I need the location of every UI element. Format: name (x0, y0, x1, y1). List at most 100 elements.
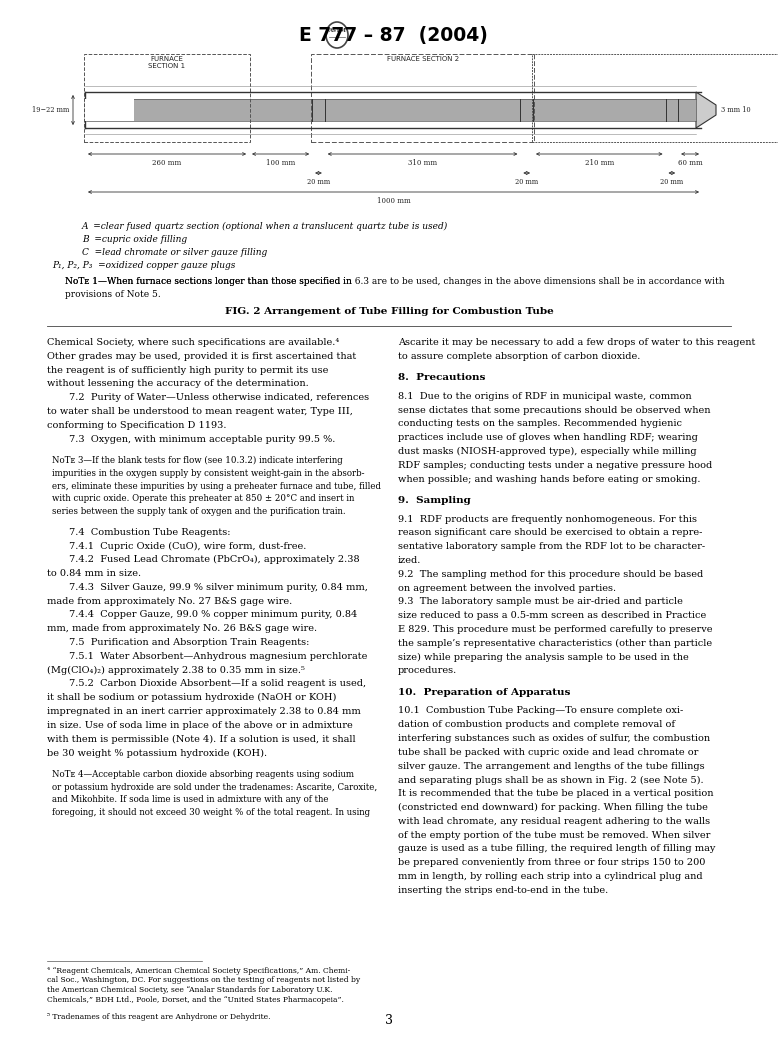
Text: series between the supply tank of oxygen and the purification train.: series between the supply tank of oxygen… (52, 507, 345, 516)
Text: 7.5  Purification and Absorption Train Reagents:: 7.5 Purification and Absorption Train Re… (69, 638, 310, 646)
Text: 20 mm: 20 mm (515, 178, 538, 186)
Text: when possible; and washing hands before eating or smoking.: when possible; and washing hands before … (398, 475, 700, 484)
Text: inserting the strips end-to-end in the tube.: inserting the strips end-to-end in the t… (398, 886, 608, 895)
Text: size) while preparing the analysis sample to be used in the: size) while preparing the analysis sampl… (398, 653, 689, 662)
Text: 7.4.1  Cupric Oxide (CuO), wire form, dust-free.: 7.4.1 Cupric Oxide (CuO), wire form, dus… (69, 541, 307, 551)
Text: the American Chemical Society, see “Analar Standards for Laboratory U.K.: the American Chemical Society, see “Anal… (47, 986, 332, 994)
Text: gauze is used as a tube filling, the required length of filling may: gauze is used as a tube filling, the req… (398, 844, 716, 854)
Text: and Mikohbite. If soda lime is used in admixture with any of the: and Mikohbite. If soda lime is used in a… (52, 795, 328, 805)
Text: to 0.84 mm in size.: to 0.84 mm in size. (47, 569, 141, 578)
Text: 20 mm: 20 mm (661, 178, 683, 186)
Text: dation of combustion products and complete removal of: dation of combustion products and comple… (398, 720, 675, 730)
Text: C  =lead chromate or silver gauze filling: C =lead chromate or silver gauze filling (82, 248, 268, 257)
Text: 9.  Sampling: 9. Sampling (398, 496, 471, 505)
Text: (constricted end downward) for packing. When filling the tube: (constricted end downward) for packing. … (398, 803, 708, 812)
Text: 210 mm: 210 mm (584, 159, 614, 168)
Bar (84, 54, 250, 142)
Text: conforming to Specification D 1193.: conforming to Specification D 1193. (47, 421, 226, 430)
Text: NᴏTᴇ 3—If the blank tests for flow (see 10.3.2) indicate interfering: NᴏTᴇ 3—If the blank tests for flow (see … (52, 456, 343, 465)
Text: to assure complete absorption of carbon dioxide.: to assure complete absorption of carbon … (398, 352, 640, 361)
Text: FURNACE SECTION 2: FURNACE SECTION 2 (387, 56, 459, 62)
Text: made from approximately No. 27 B&S gage wire.: made from approximately No. 27 B&S gage … (47, 596, 293, 606)
Text: 7.5.1  Water Absorbent—Anhydrous magnesium perchlorate: 7.5.1 Water Absorbent—Anhydrous magnesiu… (69, 652, 367, 661)
Text: 100 mm: 100 mm (266, 159, 295, 168)
Polygon shape (696, 92, 716, 128)
Text: 7.5.2  Carbon Dioxide Absorbent—If a solid reagent is used,: 7.5.2 Carbon Dioxide Absorbent—If a soli… (69, 680, 366, 688)
Text: 7.4.3  Silver Gauze, 99.9 % silver minimum purity, 0.84 mm,: 7.4.3 Silver Gauze, 99.9 % silver minimu… (69, 583, 368, 591)
Text: 10.1  Combustion Tube Packing—To ensure complete oxi-: 10.1 Combustion Tube Packing—To ensure c… (398, 707, 683, 715)
Text: in size. Use of soda lime in place of the above or in admixture: in size. Use of soda lime in place of th… (47, 720, 352, 730)
Text: 7.3  Oxygen, with minimum acceptable purity 99.5 %.: 7.3 Oxygen, with minimum acceptable puri… (69, 434, 335, 443)
Text: 3: 3 (385, 1015, 393, 1027)
Text: 9.1  RDF products are frequently nonhomogeneous. For this: 9.1 RDF products are frequently nonhomog… (398, 514, 697, 524)
Text: mm, made from approximately No. 26 B&S gage wire.: mm, made from approximately No. 26 B&S g… (47, 625, 317, 633)
Text: procedures.: procedures. (398, 666, 457, 676)
Text: 260 mm: 260 mm (152, 159, 181, 168)
Text: size reduced to pass a 0.5-mm screen as described in Practice: size reduced to pass a 0.5-mm screen as … (398, 611, 706, 620)
Text: of the empty portion of the tube must be removed. When silver: of the empty portion of the tube must be… (398, 831, 710, 840)
Text: impurities in the oxygen supply by consistent weight-gain in the absorb-: impurities in the oxygen supply by consi… (52, 468, 365, 478)
Bar (87, 99, 696, 121)
Text: the sample’s representative characteristics (other than particle: the sample’s representative characterist… (398, 639, 712, 648)
Text: 20 mm: 20 mm (307, 178, 330, 186)
Text: 60 mm: 60 mm (678, 159, 703, 168)
Text: Chemical Society, where such specifications are available.⁴: Chemical Society, where such specificati… (47, 338, 339, 347)
Text: be prepared conveniently from three or four strips 150 to 200: be prepared conveniently from three or f… (398, 858, 706, 867)
Text: E 777 – 87  (2004): E 777 – 87 (2004) (299, 25, 488, 45)
Text: practices include use of gloves when handling RDF; wearing: practices include use of gloves when han… (398, 433, 698, 442)
Text: tube shall be packed with cupric oxide and lead chromate or: tube shall be packed with cupric oxide a… (398, 747, 699, 757)
Text: conducting tests on the samples. Recommended hygienic: conducting tests on the samples. Recomme… (398, 420, 682, 429)
Text: be 30 weight % potassium hydroxide (KOH).: be 30 weight % potassium hydroxide (KOH)… (47, 748, 267, 758)
Text: foregoing, it should not exceed 30 weight % of the total reagent. In using: foregoing, it should not exceed 30 weigh… (52, 808, 370, 817)
Text: with them is permissible (Note 4). If a solution is used, it shall: with them is permissible (Note 4). If a … (47, 735, 356, 743)
Text: reason significant care should be exercised to obtain a repre-: reason significant care should be exerci… (398, 529, 703, 537)
Text: ASTM: ASTM (328, 28, 346, 33)
Text: 3 mm 10: 3 mm 10 (721, 106, 751, 115)
Bar (85, 99, 135, 121)
Bar (311, 54, 534, 142)
Text: 7.4.4  Copper Gauze, 99.0 % copper minimum purity, 0.84: 7.4.4 Copper Gauze, 99.0 % copper minimu… (69, 610, 357, 619)
Text: B  =cupric oxide filling: B =cupric oxide filling (82, 235, 187, 244)
Text: 310 mm: 310 mm (408, 159, 437, 168)
Text: with lead chromate, any residual reagent adhering to the walls: with lead chromate, any residual reagent… (398, 817, 710, 826)
Text: E 829. This procedure must be performed carefully to preserve: E 829. This procedure must be performed … (398, 625, 713, 634)
Text: NᴏTᴇ 1—When furnace sections longer than those specified in 6.3 are to be used, : NᴏTᴇ 1—When furnace sections longer than… (65, 277, 724, 286)
Text: FURNACE
SECTION 1: FURNACE SECTION 1 (149, 56, 186, 69)
Text: it shall be sodium or potassium hydroxide (NaOH or KOH): it shall be sodium or potassium hydroxid… (47, 693, 336, 703)
Text: ers, eliminate these impurities by using a preheater furnace and tube, filled: ers, eliminate these impurities by using… (52, 482, 381, 490)
Text: sense dictates that some precautions should be observed when: sense dictates that some precautions sho… (398, 406, 710, 414)
Text: silver gauze. The arrangement and lengths of the tube fillings: silver gauze. The arrangement and length… (398, 762, 705, 770)
Text: 8.1  Due to the origins of RDF in municipal waste, common: 8.1 Due to the origins of RDF in municip… (398, 391, 692, 401)
Text: on agreement between the involved parties.: on agreement between the involved partie… (398, 584, 616, 592)
Text: 19−22 mm: 19−22 mm (32, 106, 69, 115)
Text: RDF samples; conducting tests under a negative pressure hood: RDF samples; conducting tests under a ne… (398, 461, 712, 469)
Text: interfering substances such as oxides of sulfur, the combustion: interfering substances such as oxides of… (398, 734, 710, 743)
Text: (Mg(ClO₄)₂) approximately 2.38 to 0.35 mm in size.⁵: (Mg(ClO₄)₂) approximately 2.38 to 0.35 m… (47, 665, 305, 675)
Text: 7.4.2  Fused Lead Chromate (PbCrO₄), approximately 2.38: 7.4.2 Fused Lead Chromate (PbCrO₄), appr… (69, 555, 359, 564)
Text: Ascarite it may be necessary to add a few drops of water to this reagent: Ascarite it may be necessary to add a fe… (398, 338, 755, 347)
Text: the reagent is of sufficiently high purity to permit its use: the reagent is of sufficiently high puri… (47, 365, 328, 375)
Text: or potassium hydroxide are sold under the tradenames: Ascarite, Caroxite,: or potassium hydroxide are sold under th… (52, 783, 377, 791)
Text: to water shall be understood to mean reagent water, Type III,: to water shall be understood to mean rea… (47, 407, 353, 416)
Text: P₁, P₂, P₃  =oxidized copper gauze plugs: P₁, P₂, P₃ =oxidized copper gauze plugs (52, 261, 236, 270)
Text: 10.  Preparation of Apparatus: 10. Preparation of Apparatus (398, 688, 570, 696)
Text: 9.3  The laboratory sample must be air-dried and particle: 9.3 The laboratory sample must be air-dr… (398, 598, 683, 607)
Text: 8.  Precautions: 8. Precautions (398, 373, 485, 382)
Text: ⁵ Tradenames of this reagent are Anhydrone or Dehydrite.: ⁵ Tradenames of this reagent are Anhydro… (47, 1013, 271, 1020)
Text: sentative laboratory sample from the RDF lot to be character-: sentative laboratory sample from the RDF… (398, 542, 705, 552)
Text: and separating plugs shall be as shown in Fig. 2 (see Note 5).: and separating plugs shall be as shown i… (398, 776, 703, 785)
Text: cal Soc., Washington, DC. For suggestions on the testing of reagents not listed : cal Soc., Washington, DC. For suggestion… (47, 976, 360, 985)
Text: ⁴ “Reagent Chemicals, American Chemical Society Specifications,” Am. Chemi-: ⁴ “Reagent Chemicals, American Chemical … (47, 967, 350, 975)
Text: dust masks (NIOSH-approved type), especially while milling: dust masks (NIOSH-approved type), especi… (398, 447, 696, 456)
Text: 7.2  Purity of Water—Unless otherwise indicated, references: 7.2 Purity of Water—Unless otherwise ind… (69, 393, 369, 402)
Text: Other grades may be used, provided it is first ascertained that: Other grades may be used, provided it is… (47, 352, 356, 361)
Text: 1000 mm: 1000 mm (377, 198, 410, 205)
Text: 7.4  Combustion Tube Reagents:: 7.4 Combustion Tube Reagents: (69, 528, 230, 536)
Text: NᴏTᴇ 1—When furnace sections longer than those specified in: NᴏTᴇ 1—When furnace sections longer than… (65, 277, 355, 286)
Text: FIG. 2 Arrangement of Tube Filling for Combustion Tube: FIG. 2 Arrangement of Tube Filling for C… (225, 307, 553, 316)
Text: NᴏTᴇ 4—Acceptable carbon dioxide absorbing reagents using sodium: NᴏTᴇ 4—Acceptable carbon dioxide absorbi… (52, 769, 354, 779)
Text: A  =clear fused quartz section (optional when a translucent quartz tube is used): A =clear fused quartz section (optional … (82, 222, 448, 231)
Text: 9.2  The sampling method for this procedure should be based: 9.2 The sampling method for this procedu… (398, 569, 703, 579)
Text: impregnated in an inert carrier approximately 2.38 to 0.84 mm: impregnated in an inert carrier approxim… (47, 707, 361, 716)
Bar (532, 54, 778, 142)
